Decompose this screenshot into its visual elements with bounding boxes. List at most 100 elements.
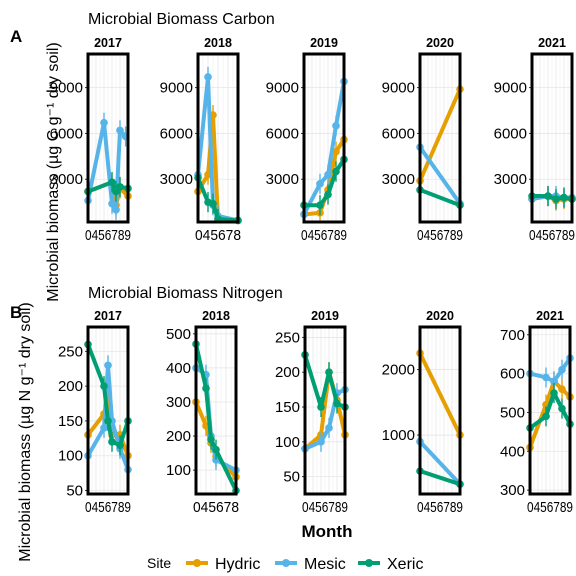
y-tick-label: 300 — [166, 394, 191, 411]
y-tick-label: 150 — [275, 399, 300, 416]
panel-b-facet-2017: 2017 50 100 150 200 250 0456789 — [58, 309, 132, 516]
x-tick-labels: 0456789 — [529, 227, 575, 244]
x-tick-labels: 0456789 — [302, 499, 348, 516]
y-tick-label: 200 — [166, 428, 191, 445]
data-point — [209, 199, 217, 208]
panel-a-title: Microbial Biomass Carbon — [88, 11, 275, 28]
series-line — [418, 87, 462, 183]
legend-key-point — [193, 559, 201, 567]
series-line — [418, 469, 462, 487]
facet-strip-label: 2020 — [426, 309, 454, 323]
data-point — [316, 201, 324, 209]
y-tick-label: 150 — [58, 413, 83, 430]
panel-a-letter: A — [10, 27, 22, 46]
facet-strip-label: 2019 — [311, 309, 339, 323]
y-tick-label: 6000 — [494, 125, 527, 142]
x-tick-labels: 0456789 — [417, 227, 463, 244]
x-tick-labels: 0456789 — [85, 227, 131, 244]
y-tick-label: 3000 — [50, 171, 83, 188]
legend: Site Hydric Mesic Xeric — [147, 555, 423, 573]
y-tick-label: 400 — [500, 443, 525, 460]
y-tick-label: 50 — [283, 469, 300, 486]
y-tick-label: 100 — [58, 448, 83, 465]
data-point — [542, 373, 550, 382]
panel-a-y-axis-label: Microbial biomass (µg C g⁻¹ dry soil) — [45, 42, 62, 302]
series-xeric — [192, 334, 240, 495]
y-tick-label: 500 — [500, 404, 525, 421]
legend-item-xeric: Xeric — [358, 556, 423, 573]
data-point — [204, 73, 212, 81]
y-tick-label: 300 — [500, 482, 525, 499]
y-tick-label: 3000 — [382, 171, 415, 188]
y-tick-label: 9000 — [382, 80, 415, 97]
x-tick-labels: 0456789 — [85, 499, 131, 516]
legend-key-point — [365, 559, 373, 567]
data-point — [317, 403, 325, 411]
data-point — [212, 445, 220, 454]
data-point — [108, 199, 116, 208]
y-tick-label: 3000 — [494, 171, 527, 188]
data-point — [558, 365, 566, 374]
data-point — [333, 399, 341, 408]
panel-b-facets: 2017 50 100 150 200 250 0456789 2018 100 200 300 40… — [58, 309, 574, 516]
legend-title: Site — [147, 555, 171, 571]
series-xeric — [300, 149, 348, 216]
y-tick-label: 200 — [58, 378, 83, 395]
x-tick-labels: 0456789 — [527, 499, 573, 516]
data-point — [324, 170, 332, 179]
y-tick-label: 6000 — [160, 125, 193, 142]
legend-label: Hydric — [215, 556, 260, 573]
facet-border — [196, 52, 240, 224]
data-point — [108, 438, 116, 446]
legend-key-point — [282, 559, 290, 567]
data-point — [550, 377, 558, 386]
x-tick-labels: 045678 — [195, 227, 241, 244]
facet-border — [86, 325, 130, 496]
data-point — [332, 121, 340, 130]
series-line — [418, 351, 462, 438]
y-tick-label: 9000 — [494, 80, 527, 97]
series-xeric — [194, 167, 242, 225]
facet-strip-label: 2018 — [204, 36, 232, 50]
facet-strip-label: 2019 — [310, 36, 338, 50]
facet-strip-label: 2021 — [536, 309, 564, 323]
data-point — [325, 424, 333, 432]
y-tick-label: 6000 — [50, 125, 83, 142]
facet-border — [302, 52, 346, 224]
facet-border — [86, 52, 130, 224]
panel-a-facets: 2017 3000 6000 9000 0456789 2018 3000 6000 9000 0… — [50, 36, 576, 244]
facet-border — [303, 325, 347, 496]
data-point — [112, 205, 120, 214]
panel-b-y-axis-label: Microbial biomass (µg N g⁻¹ dry soil) — [17, 302, 34, 562]
x-tick-labels: 0456789 — [301, 227, 347, 244]
data-point — [316, 180, 324, 188]
series-line — [418, 145, 462, 206]
panel-a-facet-2021: 2021 3000 6000 9000 0456789 — [494, 36, 576, 244]
data-point — [558, 404, 566, 413]
data-point — [558, 385, 566, 393]
series-xeric — [301, 344, 349, 418]
facet-border — [418, 325, 462, 496]
data-point — [332, 147, 340, 156]
y-tick-label: 200 — [275, 364, 300, 381]
y-tick-label: 9000 — [160, 80, 193, 97]
data-point — [560, 193, 568, 202]
y-tick-label: 600 — [500, 366, 525, 383]
y-tick-label: 6000 — [266, 125, 299, 142]
data-point — [550, 389, 558, 397]
y-tick-label: 250 — [58, 343, 83, 360]
y-tick-label: 250 — [275, 329, 300, 346]
series-line — [86, 342, 130, 448]
y-tick-label: 100 — [166, 462, 191, 479]
data-point — [100, 118, 108, 127]
facet-strip-label: 2018 — [202, 309, 230, 323]
legend-item-mesic: Mesic — [275, 556, 346, 573]
data-point — [116, 126, 124, 135]
data-point — [100, 424, 108, 432]
facet-border — [194, 325, 238, 496]
legend-label: Mesic — [304, 556, 346, 573]
y-tick-label: 3000 — [266, 171, 299, 188]
x-tick-labels: 0456789 — [417, 499, 463, 516]
facet-border — [418, 52, 462, 224]
